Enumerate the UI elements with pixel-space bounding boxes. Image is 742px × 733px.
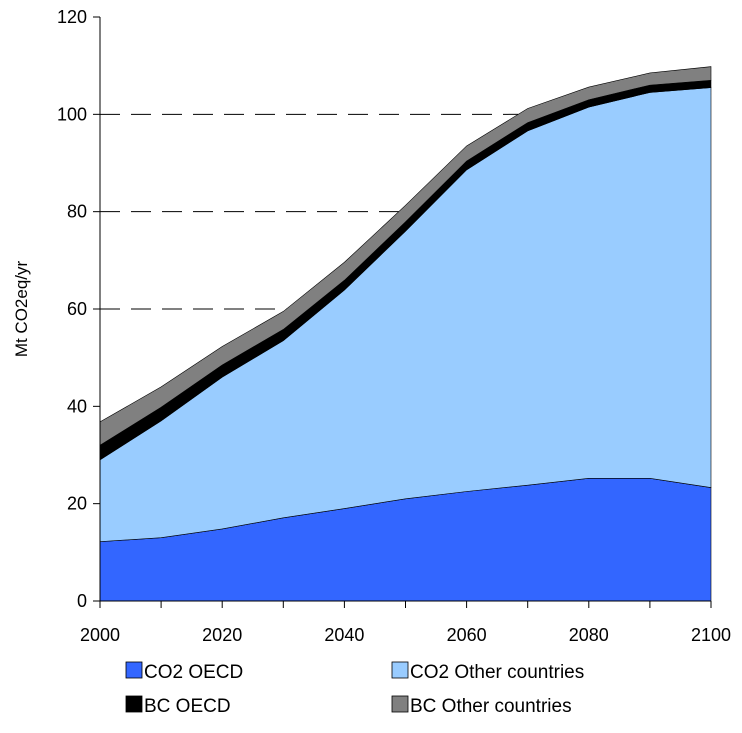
x-tick-label: 2020 bbox=[202, 625, 242, 645]
x-tick-label: 2040 bbox=[324, 625, 364, 645]
y-tick-label: 120 bbox=[57, 7, 87, 27]
legend-swatch-co2-other-countries bbox=[391, 661, 409, 679]
y-axis-title: Mt CO2eq/yr bbox=[12, 260, 31, 357]
y-tick-label: 60 bbox=[67, 299, 87, 319]
legend: CO2 OECD CO2 Other countries BC OECD BC Oth… bbox=[125, 661, 584, 717]
legend-swatch-bc-other-countries bbox=[391, 695, 409, 713]
y-tick-label: 20 bbox=[67, 494, 87, 514]
area-bc-other-countries bbox=[99, 66, 712, 446]
y-tick-label: 80 bbox=[67, 202, 87, 222]
area-co2-other-countries bbox=[99, 87, 712, 542]
area-layers bbox=[99, 66, 712, 602]
y-tick-label: 100 bbox=[57, 104, 87, 124]
x-axis-ticks: 2000 2020 2040 2060 2080 2100 bbox=[80, 601, 731, 645]
x-tick-label: 2060 bbox=[447, 625, 487, 645]
legend-swatch-co2-oecd bbox=[125, 661, 143, 679]
y-tick-label: 40 bbox=[67, 396, 87, 416]
legend-swatch-bc-oecd bbox=[125, 695, 143, 713]
y-tick-label: 0 bbox=[77, 591, 87, 611]
gridlines bbox=[100, 113, 519, 310]
legend-label-co2-other-countries: CO2 Other countries bbox=[410, 662, 584, 683]
legend-label-bc-oecd: BC OECD bbox=[144, 696, 231, 717]
legend-label-co2-oecd: CO2 OECD bbox=[144, 662, 243, 683]
x-tick-label: 2000 bbox=[80, 625, 120, 645]
y-axis-ticks: 0 20 40 60 80 100 120 bbox=[57, 7, 100, 611]
x-tick-label: 2080 bbox=[569, 625, 609, 645]
x-tick-label: 2100 bbox=[691, 625, 731, 645]
legend-label-bc-other-countries: BC Other countries bbox=[410, 696, 572, 717]
